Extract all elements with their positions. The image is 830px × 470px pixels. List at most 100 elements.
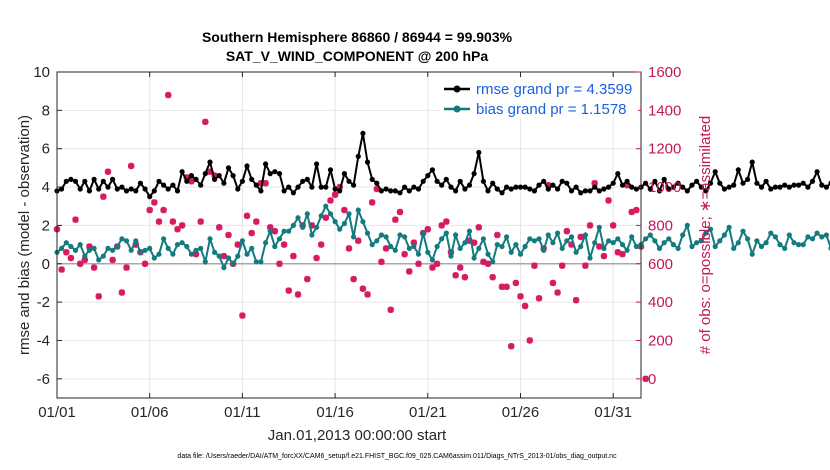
rmse-point xyxy=(749,159,755,165)
assimilated-obs-point xyxy=(216,224,223,231)
assimilated-obs-point xyxy=(86,243,93,250)
rmse-point xyxy=(782,182,788,188)
bias-point xyxy=(670,242,677,248)
rmse-point xyxy=(504,184,510,190)
bias-point xyxy=(290,222,296,228)
bias-point xyxy=(485,251,491,257)
bias-point xyxy=(694,240,700,246)
bias-point xyxy=(448,253,454,259)
bias-point xyxy=(272,243,278,250)
bias-point xyxy=(212,249,218,255)
bias-point xyxy=(110,247,116,253)
bias-point xyxy=(341,220,347,227)
rmse-point xyxy=(805,184,811,190)
assimilated-obs-point xyxy=(225,231,232,239)
bias-point xyxy=(258,259,264,265)
rmse-point xyxy=(721,186,728,192)
bias-point xyxy=(378,232,384,238)
bias-point xyxy=(239,238,245,244)
left-tick-label: 10 xyxy=(33,64,50,81)
bias-point xyxy=(429,257,435,263)
assimilated-obs-point xyxy=(359,285,367,292)
rmse-point xyxy=(735,167,741,173)
rmse-point xyxy=(369,176,375,182)
bias-point xyxy=(647,232,653,238)
assimilated-obs-point xyxy=(253,218,260,225)
bias-point xyxy=(202,259,208,265)
assimilated-obs-point xyxy=(178,222,186,229)
rmse-point xyxy=(619,182,626,188)
assimilated-obs-point xyxy=(294,291,302,298)
rmse-point xyxy=(707,180,714,186)
rmse-point xyxy=(300,178,306,184)
assimilated-obs-point xyxy=(526,337,533,344)
bias-point xyxy=(508,249,514,255)
rmse-point xyxy=(819,182,825,188)
rmse-point xyxy=(758,184,765,190)
rmse-point xyxy=(207,159,213,165)
rmse-point xyxy=(272,169,278,175)
assimilated-obs-point xyxy=(457,264,464,271)
rmse-point xyxy=(281,188,287,194)
assimilated-obs-point xyxy=(512,279,520,287)
assimilated-obs-point xyxy=(633,206,640,214)
assimilated-obs-point xyxy=(433,260,441,267)
right-tick-label: 200 xyxy=(648,332,673,349)
rmse-point xyxy=(337,188,343,194)
assimilated-obs-point xyxy=(165,91,172,99)
assimilated-obs-point xyxy=(577,233,584,241)
rmse-point xyxy=(309,184,315,190)
assimilated-obs-point xyxy=(484,260,492,267)
assimilated-obs-point xyxy=(609,222,617,229)
rmse-point xyxy=(72,178,79,184)
assimilated-obs-point xyxy=(322,214,330,221)
assimilated-obs-point xyxy=(160,206,167,214)
rmse-point xyxy=(304,176,310,182)
bias-point xyxy=(796,242,802,248)
rmse-point xyxy=(531,188,538,194)
rmse-point xyxy=(661,176,667,182)
bias-point xyxy=(471,255,477,261)
x-tick-label: 01/06 xyxy=(131,404,169,421)
rmse-point xyxy=(796,182,802,188)
assimilated-obs-point xyxy=(248,229,255,237)
bias-point xyxy=(179,240,185,246)
bias-point xyxy=(267,228,273,234)
bias-point xyxy=(96,257,102,263)
rmse-point xyxy=(754,180,760,186)
bias-point xyxy=(633,243,640,250)
rmse-point xyxy=(791,182,797,188)
bias-point xyxy=(615,236,621,242)
rmse-point xyxy=(545,186,551,192)
bias-point xyxy=(114,243,120,250)
assimilated-obs-point xyxy=(90,264,98,271)
rmse-point xyxy=(351,182,357,188)
bias-point xyxy=(504,234,510,240)
rmse-point xyxy=(133,188,139,194)
rmse-point xyxy=(165,186,171,192)
rmse-point xyxy=(406,188,412,194)
assimilated-obs-point xyxy=(489,273,496,281)
assimilated-obs-point xyxy=(559,262,566,269)
chart-title-line1: Southern Hemisphere 86860 / 86944 = 99.9… xyxy=(202,29,513,45)
rmse-point xyxy=(216,173,222,179)
rmse-point xyxy=(276,171,283,177)
bias-point xyxy=(147,245,153,251)
bias-point xyxy=(346,211,352,217)
bias-point xyxy=(406,245,412,251)
bias-point xyxy=(624,247,630,253)
assimilated-obs-point xyxy=(63,249,70,256)
footnote: data file: /Users/raeder/DAI/ATM_forcXX/… xyxy=(177,453,617,460)
bias-point xyxy=(137,249,143,255)
bias-point xyxy=(545,232,551,238)
bias-point xyxy=(300,224,306,230)
chart-title-line2: SAT_V_WIND_COMPONENT @ 200 hPa xyxy=(226,48,489,64)
bias-point xyxy=(707,226,714,232)
x-tick-label: 01/16 xyxy=(316,404,354,421)
rmse-point xyxy=(656,188,663,194)
bias-point xyxy=(768,230,774,236)
assimilated-obs-point xyxy=(415,260,422,267)
rmse-point xyxy=(397,190,403,196)
bias-point xyxy=(244,251,250,257)
assimilated-obs-point xyxy=(280,241,288,248)
